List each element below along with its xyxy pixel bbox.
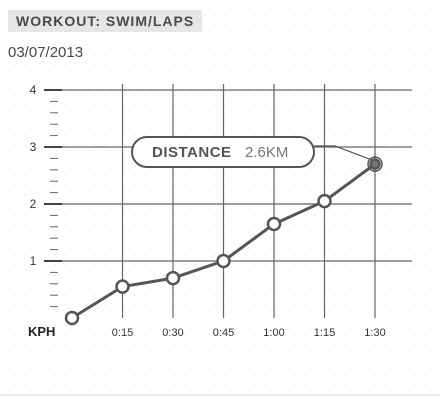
callout-label: DISTANCE bbox=[152, 144, 232, 161]
y-axis-unit-label: KPH bbox=[28, 324, 55, 339]
data-point bbox=[266, 216, 282, 232]
callout-box bbox=[131, 136, 315, 168]
x-tick-label: 0:45 bbox=[213, 327, 234, 339]
x-tick-label: 1:00 bbox=[263, 327, 284, 339]
y-tick-label: 2 bbox=[30, 197, 37, 211]
workout-title-band: WORKOUT: SWIM/LAPS bbox=[8, 10, 203, 32]
callout-leader-line bbox=[314, 145, 373, 161]
y-tick-label: 4 bbox=[30, 83, 37, 97]
data-point bbox=[165, 270, 181, 286]
data-point bbox=[317, 193, 332, 209]
bottom-divider bbox=[0, 394, 440, 396]
x-tick-label: 0:15 bbox=[112, 327, 133, 339]
workout-date: 03/07/2013 bbox=[8, 44, 84, 61]
data-point bbox=[216, 253, 231, 269]
y-tick-label: 1 bbox=[30, 254, 37, 268]
data-point-ring bbox=[367, 156, 383, 172]
data-point bbox=[64, 310, 80, 326]
callout-value: 2.6KM bbox=[245, 144, 288, 161]
y-axis-labels: 1 2 3 4 bbox=[30, 83, 37, 268]
x-axis-labels: 0:15 0:30 0:45 1:00 1:15 1:30 bbox=[112, 327, 386, 339]
chart-grid bbox=[46, 84, 412, 318]
data-point bbox=[369, 158, 381, 170]
x-tick-label: 1:30 bbox=[364, 327, 385, 339]
y-axis-ticks bbox=[44, 89, 62, 308]
series-group bbox=[64, 156, 383, 326]
x-tick-label: 0:30 bbox=[162, 327, 183, 339]
data-point bbox=[115, 279, 130, 294]
workout-title: WORKOUT: SWIM/LAPS bbox=[16, 13, 195, 29]
x-tick-label: 1:15 bbox=[314, 327, 335, 339]
y-tick-label: 3 bbox=[30, 140, 37, 154]
distance-callout: DISTANCE 2.6KM bbox=[131, 136, 373, 168]
